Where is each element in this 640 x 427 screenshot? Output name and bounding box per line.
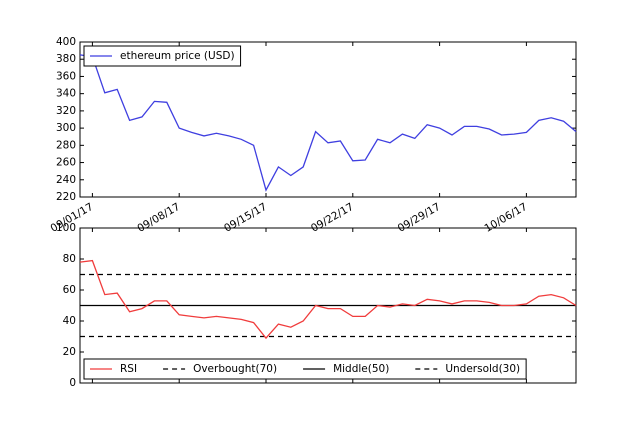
y-tick-label: 400 bbox=[56, 36, 76, 48]
x-tick-label: 09/15/17 bbox=[222, 201, 269, 235]
legend-label: Undersold(30) bbox=[445, 363, 520, 375]
y-tick-label: 280 bbox=[56, 139, 76, 151]
x-tick-label: 09/29/17 bbox=[396, 201, 443, 235]
y-tick-label: 240 bbox=[56, 174, 76, 186]
y-tick-label: 40 bbox=[63, 315, 76, 327]
plot-frame bbox=[79, 41, 577, 198]
y-tick-label: 220 bbox=[56, 191, 76, 203]
data-line bbox=[79, 54, 577, 192]
legend-label: Middle(50) bbox=[333, 363, 389, 375]
legend-label: Overbought(70) bbox=[193, 363, 277, 375]
x-tick-label: 10/06/17 bbox=[483, 201, 530, 235]
y-tick-label: 380 bbox=[56, 53, 76, 65]
legend-label: RSI bbox=[120, 363, 137, 375]
legend-label: ethereum price (USD) bbox=[120, 50, 235, 62]
y-tick-label: 0 bbox=[69, 377, 76, 389]
y-tick-label: 100 bbox=[56, 222, 76, 234]
x-tick-label: 09/08/17 bbox=[135, 201, 182, 235]
y-tick-label: 20 bbox=[63, 346, 76, 358]
y-tick-label: 340 bbox=[56, 88, 76, 100]
data-line bbox=[79, 259, 577, 340]
x-tick-label: 09/22/17 bbox=[309, 201, 356, 235]
y-tick-label: 360 bbox=[56, 70, 76, 82]
y-tick-label: 300 bbox=[56, 122, 76, 134]
y-tick-label: 60 bbox=[63, 284, 76, 296]
y-tick-label: 320 bbox=[56, 105, 76, 117]
legend-box bbox=[83, 45, 242, 67]
y-tick-label: 260 bbox=[56, 157, 76, 169]
y-tick-label: 80 bbox=[63, 253, 76, 265]
